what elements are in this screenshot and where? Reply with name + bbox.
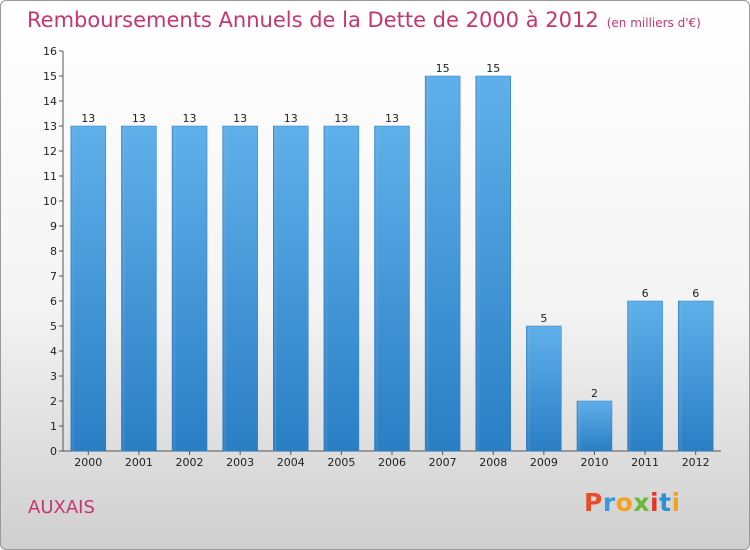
bar-shade (70, 126, 75, 451)
y-tick-label: 2 (50, 395, 57, 408)
bar-2008 (475, 75, 511, 452)
x-tick-label-2009: 2009 (530, 456, 558, 469)
bar-2000 (70, 125, 107, 452)
y-tick-label: 11 (43, 170, 57, 183)
x-tick-label-2004: 2004 (277, 456, 305, 469)
bar-shade (475, 76, 480, 451)
logo-letter: t (659, 488, 672, 517)
value-label-2010: 2 (591, 387, 598, 400)
value-label-2009: 5 (540, 312, 547, 325)
x-tick-label-2003: 2003 (226, 456, 254, 469)
bar-2012 (677, 300, 714, 452)
y-tick-label: 5 (50, 320, 57, 333)
bar-shade (273, 126, 278, 451)
x-tick-label-2002: 2002 (176, 456, 204, 469)
y-tick-label: 16 (43, 45, 57, 58)
y-tick-label: 13 (43, 120, 57, 133)
bar-2004 (273, 125, 309, 452)
x-tick-label-2010: 2010 (580, 456, 608, 469)
value-label-2001: 13 (132, 112, 146, 125)
y-tick-label: 1 (50, 420, 57, 433)
x-tick-label-2006: 2006 (378, 456, 406, 469)
logo-letter: r (602, 488, 616, 517)
value-label-2005: 13 (334, 112, 348, 125)
bar-shade (323, 126, 328, 451)
y-tick-label: 8 (50, 245, 57, 258)
y-tick-label: 0 (50, 445, 57, 458)
value-label-2004: 13 (284, 112, 298, 125)
bar-2003 (222, 125, 258, 452)
bar-2006 (374, 125, 410, 452)
bar-shade (374, 126, 379, 451)
bar-2002 (171, 125, 208, 452)
y-tick-label: 4 (50, 345, 57, 358)
logo-letter: i (650, 488, 660, 517)
bar-2007 (424, 75, 461, 452)
bar-2005 (323, 125, 360, 452)
chart-title: Remboursements Annuels de la Dette de 20… (27, 8, 701, 32)
x-tick-label-2000: 2000 (74, 456, 102, 469)
y-tick-label: 15 (43, 70, 57, 83)
bar-shade (172, 126, 177, 451)
bar-shade (425, 76, 430, 451)
bar-shade (627, 301, 632, 451)
y-tick-label: 12 (43, 145, 57, 158)
bar-2011 (627, 300, 663, 452)
logo-letter: x (633, 488, 650, 517)
y-tick-label: 7 (50, 270, 57, 283)
chart-unit: (en milliers d'€) (606, 16, 701, 30)
bar-2010 (576, 400, 613, 452)
bar-2001 (121, 125, 157, 452)
x-tick-label-2011: 2011 (631, 456, 659, 469)
chart-title-text: Remboursements Annuels de la Dette de 20… (27, 8, 599, 32)
logo-letter: i (671, 488, 681, 517)
logo-letter: o (615, 488, 634, 517)
value-label-2012: 6 (692, 287, 699, 300)
x-tick-label-2001: 2001 (125, 456, 153, 469)
x-tick-label-2008: 2008 (479, 456, 507, 469)
y-tick-label: 6 (50, 295, 57, 308)
value-label-2000: 13 (81, 112, 95, 125)
value-label-2003: 13 (233, 112, 247, 125)
y-tick-label: 3 (50, 370, 57, 383)
value-label-2002: 13 (183, 112, 197, 125)
bar-2009 (526, 325, 562, 452)
logo-letter: P (584, 488, 603, 517)
commune-name: AUXAIS (28, 497, 95, 518)
y-tick-label: 14 (43, 95, 57, 108)
y-tick-label: 10 (43, 195, 57, 208)
bar-shade (121, 126, 126, 451)
value-label-2008: 15 (486, 62, 500, 75)
bar-shade (526, 326, 531, 451)
proxiti-logo[interactable]: Proxiti (584, 488, 681, 517)
value-label-2007: 15 (436, 62, 450, 75)
value-label-2011: 6 (642, 287, 649, 300)
x-tick-label-2012: 2012 (682, 456, 710, 469)
bar-shade (222, 126, 227, 451)
x-tick-label-2005: 2005 (327, 456, 355, 469)
value-label-2006: 13 (385, 112, 399, 125)
bar-shade (678, 301, 683, 451)
bar-shade (576, 401, 581, 451)
x-tick-label-2007: 2007 (429, 456, 457, 469)
y-tick-label: 9 (50, 220, 57, 233)
